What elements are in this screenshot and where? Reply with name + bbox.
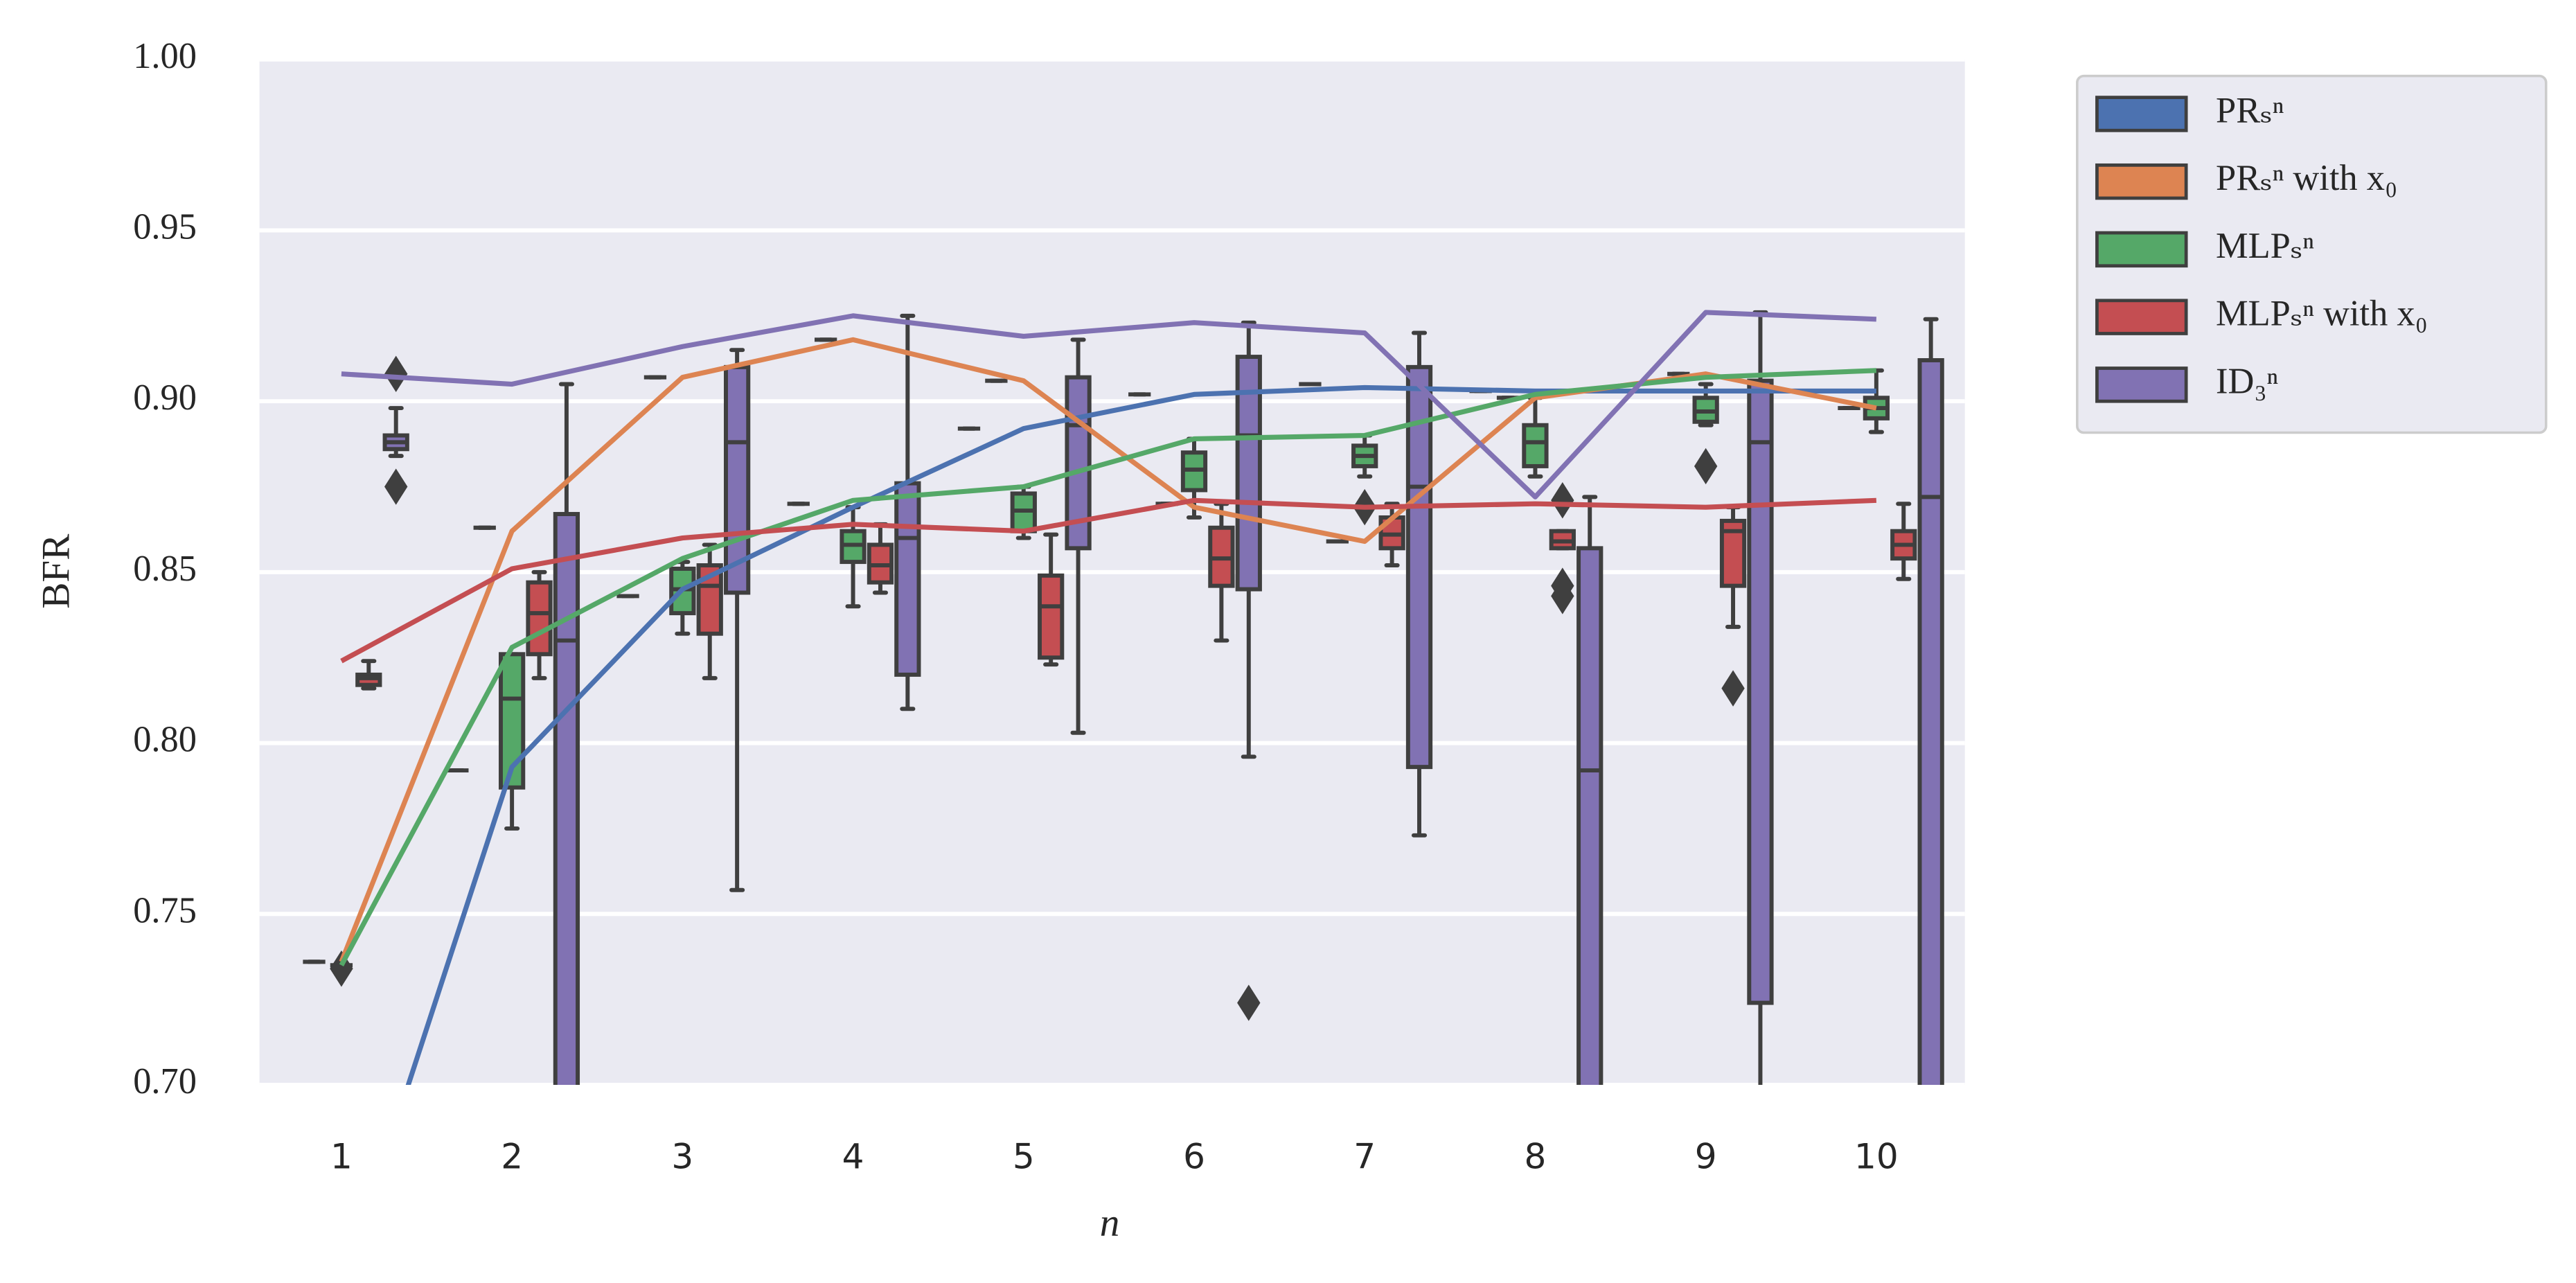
series-line (405, 384, 1876, 1085)
legend-swatch (2095, 96, 2188, 132)
x-axis-label: n (1100, 1201, 1120, 1245)
x-tick-label: 4 (842, 1137, 864, 1177)
y-tick-label: 0.75 (133, 890, 197, 930)
flier (384, 355, 408, 392)
x-tick-label: 5 (1013, 1137, 1035, 1177)
legend-label: PRₛⁿ with x₀ (2216, 158, 2397, 198)
x-tick-label: 1 (330, 1137, 353, 1177)
box (1576, 546, 1604, 1085)
legend: PRₛⁿ PRₛⁿ with x₀ MLPₛⁿ MLPₛⁿ with x₀ ID₃ⁿ (2076, 74, 2548, 434)
series-line (341, 310, 1877, 499)
y-tick-label: 0.95 (133, 207, 197, 247)
box (1747, 378, 1774, 1005)
legend-swatch (2095, 299, 2188, 335)
legend-frame (2076, 74, 2548, 434)
x-tick-label: 7 (1353, 1137, 1376, 1177)
legend-swatch (2095, 163, 2188, 200)
x-tick-label: 9 (1695, 1137, 1717, 1177)
legend-label: ID₃ⁿ (2216, 361, 2278, 401)
x-tick-label: 3 (671, 1137, 693, 1177)
y-tick-label: 0.80 (133, 720, 197, 760)
box (894, 481, 921, 677)
legend-label: MLPₛⁿ (2216, 226, 2314, 266)
flier (384, 468, 408, 505)
box (1522, 423, 1549, 468)
box (526, 580, 553, 657)
legend-swatch (2095, 231, 2188, 268)
y-tick-label: 1.00 (133, 36, 197, 76)
legend-swatch (2095, 366, 2188, 403)
series-line (339, 368, 1877, 966)
legend-label: MLPₛⁿ with x₀ (2216, 294, 2428, 334)
x-tick-label: 8 (1525, 1137, 1547, 1177)
axes: 0.70 0.75 0.80 0.85 0.90 0.95 1.00 1 2 3 4 5 6 7 8 9 10 (133, 36, 1898, 1177)
y-tick-label: 0.85 (133, 549, 197, 589)
box (553, 512, 580, 1085)
x-tick-label: 2 (501, 1137, 523, 1177)
y-tick-label: 0.90 (133, 378, 197, 418)
x-tick-label: 6 (1183, 1137, 1205, 1177)
box (1405, 364, 1433, 770)
series-line (340, 497, 1877, 664)
y-tick-label: 0.70 (133, 1061, 197, 1101)
legend-label: PRₛⁿ (2216, 90, 2284, 130)
x-tick-label: 10 (1854, 1137, 1899, 1177)
lines (339, 310, 1877, 1085)
y-axis-label: BFR (34, 533, 78, 609)
flier (1721, 670, 1745, 707)
box (1235, 355, 1262, 592)
box (1917, 358, 1944, 1085)
box (1038, 573, 1065, 660)
